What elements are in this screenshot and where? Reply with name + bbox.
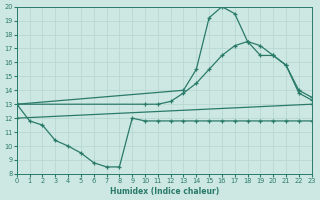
X-axis label: Humidex (Indice chaleur): Humidex (Indice chaleur) bbox=[110, 187, 219, 196]
